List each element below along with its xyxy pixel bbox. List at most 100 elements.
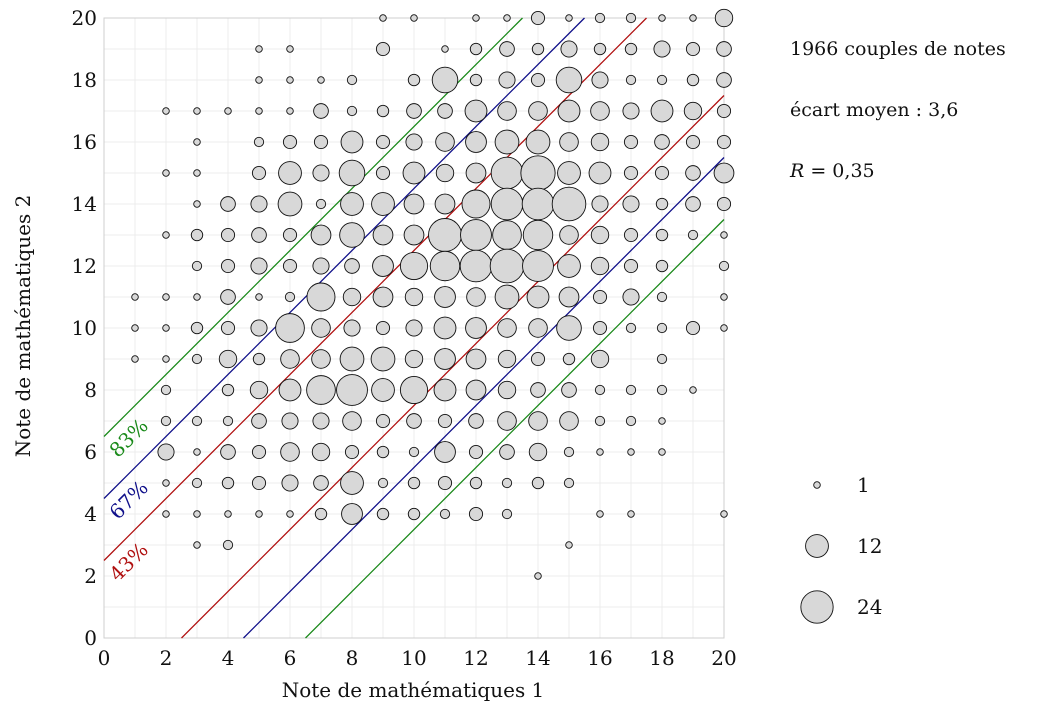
bubble <box>565 541 573 549</box>
bubble <box>315 198 327 210</box>
bubble <box>162 355 170 363</box>
bubble <box>191 260 203 272</box>
bubble <box>313 103 329 119</box>
bubble <box>528 101 548 121</box>
bubble <box>658 14 666 22</box>
bubble <box>406 103 422 119</box>
bubble <box>720 324 728 332</box>
bubble <box>557 99 581 123</box>
bubble <box>557 254 581 278</box>
bubble <box>656 322 668 334</box>
bubble <box>498 71 516 89</box>
bubble <box>191 477 203 489</box>
bubble <box>343 319 361 337</box>
bubble <box>191 415 203 427</box>
bubble <box>465 348 487 370</box>
bubble <box>555 66 583 94</box>
bubble <box>250 257 268 275</box>
bubble <box>433 378 457 402</box>
bubble <box>490 187 524 221</box>
bubble <box>563 446 575 458</box>
bubble <box>342 287 362 307</box>
bubble <box>556 315 582 341</box>
bubble <box>530 351 546 367</box>
bubble <box>407 507 421 521</box>
bubble <box>528 411 548 431</box>
bubble <box>625 415 637 427</box>
bubble <box>224 107 232 115</box>
band-line <box>181 95 725 639</box>
bubble <box>685 165 701 181</box>
bubble <box>561 382 577 398</box>
bubble <box>190 321 204 335</box>
bubble <box>558 286 580 308</box>
bubble <box>375 320 391 336</box>
bubble <box>720 231 728 239</box>
y-tick-label: 18 <box>72 68 97 92</box>
bubble <box>623 134 639 150</box>
bubble <box>716 134 732 150</box>
bubble <box>469 73 483 87</box>
bubble <box>251 475 267 491</box>
bubble <box>371 192 395 216</box>
bubble <box>406 413 422 429</box>
bubble <box>625 74 637 86</box>
bubble <box>403 193 425 215</box>
bubble <box>437 103 453 119</box>
bubble <box>562 352 576 366</box>
bubble <box>685 196 701 212</box>
bubble <box>459 249 493 283</box>
y-tick-label: 20 <box>72 6 97 30</box>
bubble <box>157 443 175 461</box>
x-tick-label: 10 <box>401 646 426 670</box>
bubble <box>718 260 730 272</box>
bubble <box>465 162 487 184</box>
bubble <box>531 42 545 56</box>
bubble <box>503 14 511 22</box>
bubble <box>492 220 522 250</box>
bubble <box>565 14 573 22</box>
bubble <box>497 411 517 431</box>
bubble <box>716 103 732 119</box>
bubble <box>310 224 332 246</box>
bubble <box>407 73 421 87</box>
bubble <box>497 380 517 400</box>
bubble <box>340 471 364 495</box>
bubble <box>655 197 669 211</box>
bubble <box>311 442 331 462</box>
bubble <box>190 228 204 242</box>
bubble <box>434 441 456 463</box>
bubbles <box>131 8 735 580</box>
bubble <box>653 40 671 58</box>
bubble <box>403 224 425 246</box>
bubble <box>460 219 492 251</box>
bubble <box>339 222 365 248</box>
bubble <box>193 541 201 549</box>
bubble <box>399 375 429 405</box>
x-tick-label: 4 <box>222 646 235 670</box>
bubble <box>499 444 515 460</box>
bubble <box>313 134 329 150</box>
bubble <box>306 282 336 312</box>
bubble <box>685 320 701 336</box>
bubble <box>306 375 336 405</box>
bubble <box>551 186 587 222</box>
bubble <box>530 382 546 398</box>
bubble <box>622 195 640 213</box>
bubble <box>429 250 461 282</box>
bubble <box>594 384 606 396</box>
bubble <box>252 352 266 366</box>
y-tick-label: 16 <box>72 130 97 154</box>
bubble <box>534 572 542 580</box>
bubble <box>497 349 517 369</box>
bubble <box>193 138 201 146</box>
legend: 1 12 24 <box>800 473 882 624</box>
bubble <box>439 508 451 520</box>
bubble <box>160 384 172 396</box>
bubble <box>654 134 670 150</box>
x-tick-label: 8 <box>346 646 359 670</box>
bubble <box>685 134 701 150</box>
bubble <box>656 384 668 396</box>
band-line <box>305 219 725 639</box>
bubble <box>656 291 668 303</box>
